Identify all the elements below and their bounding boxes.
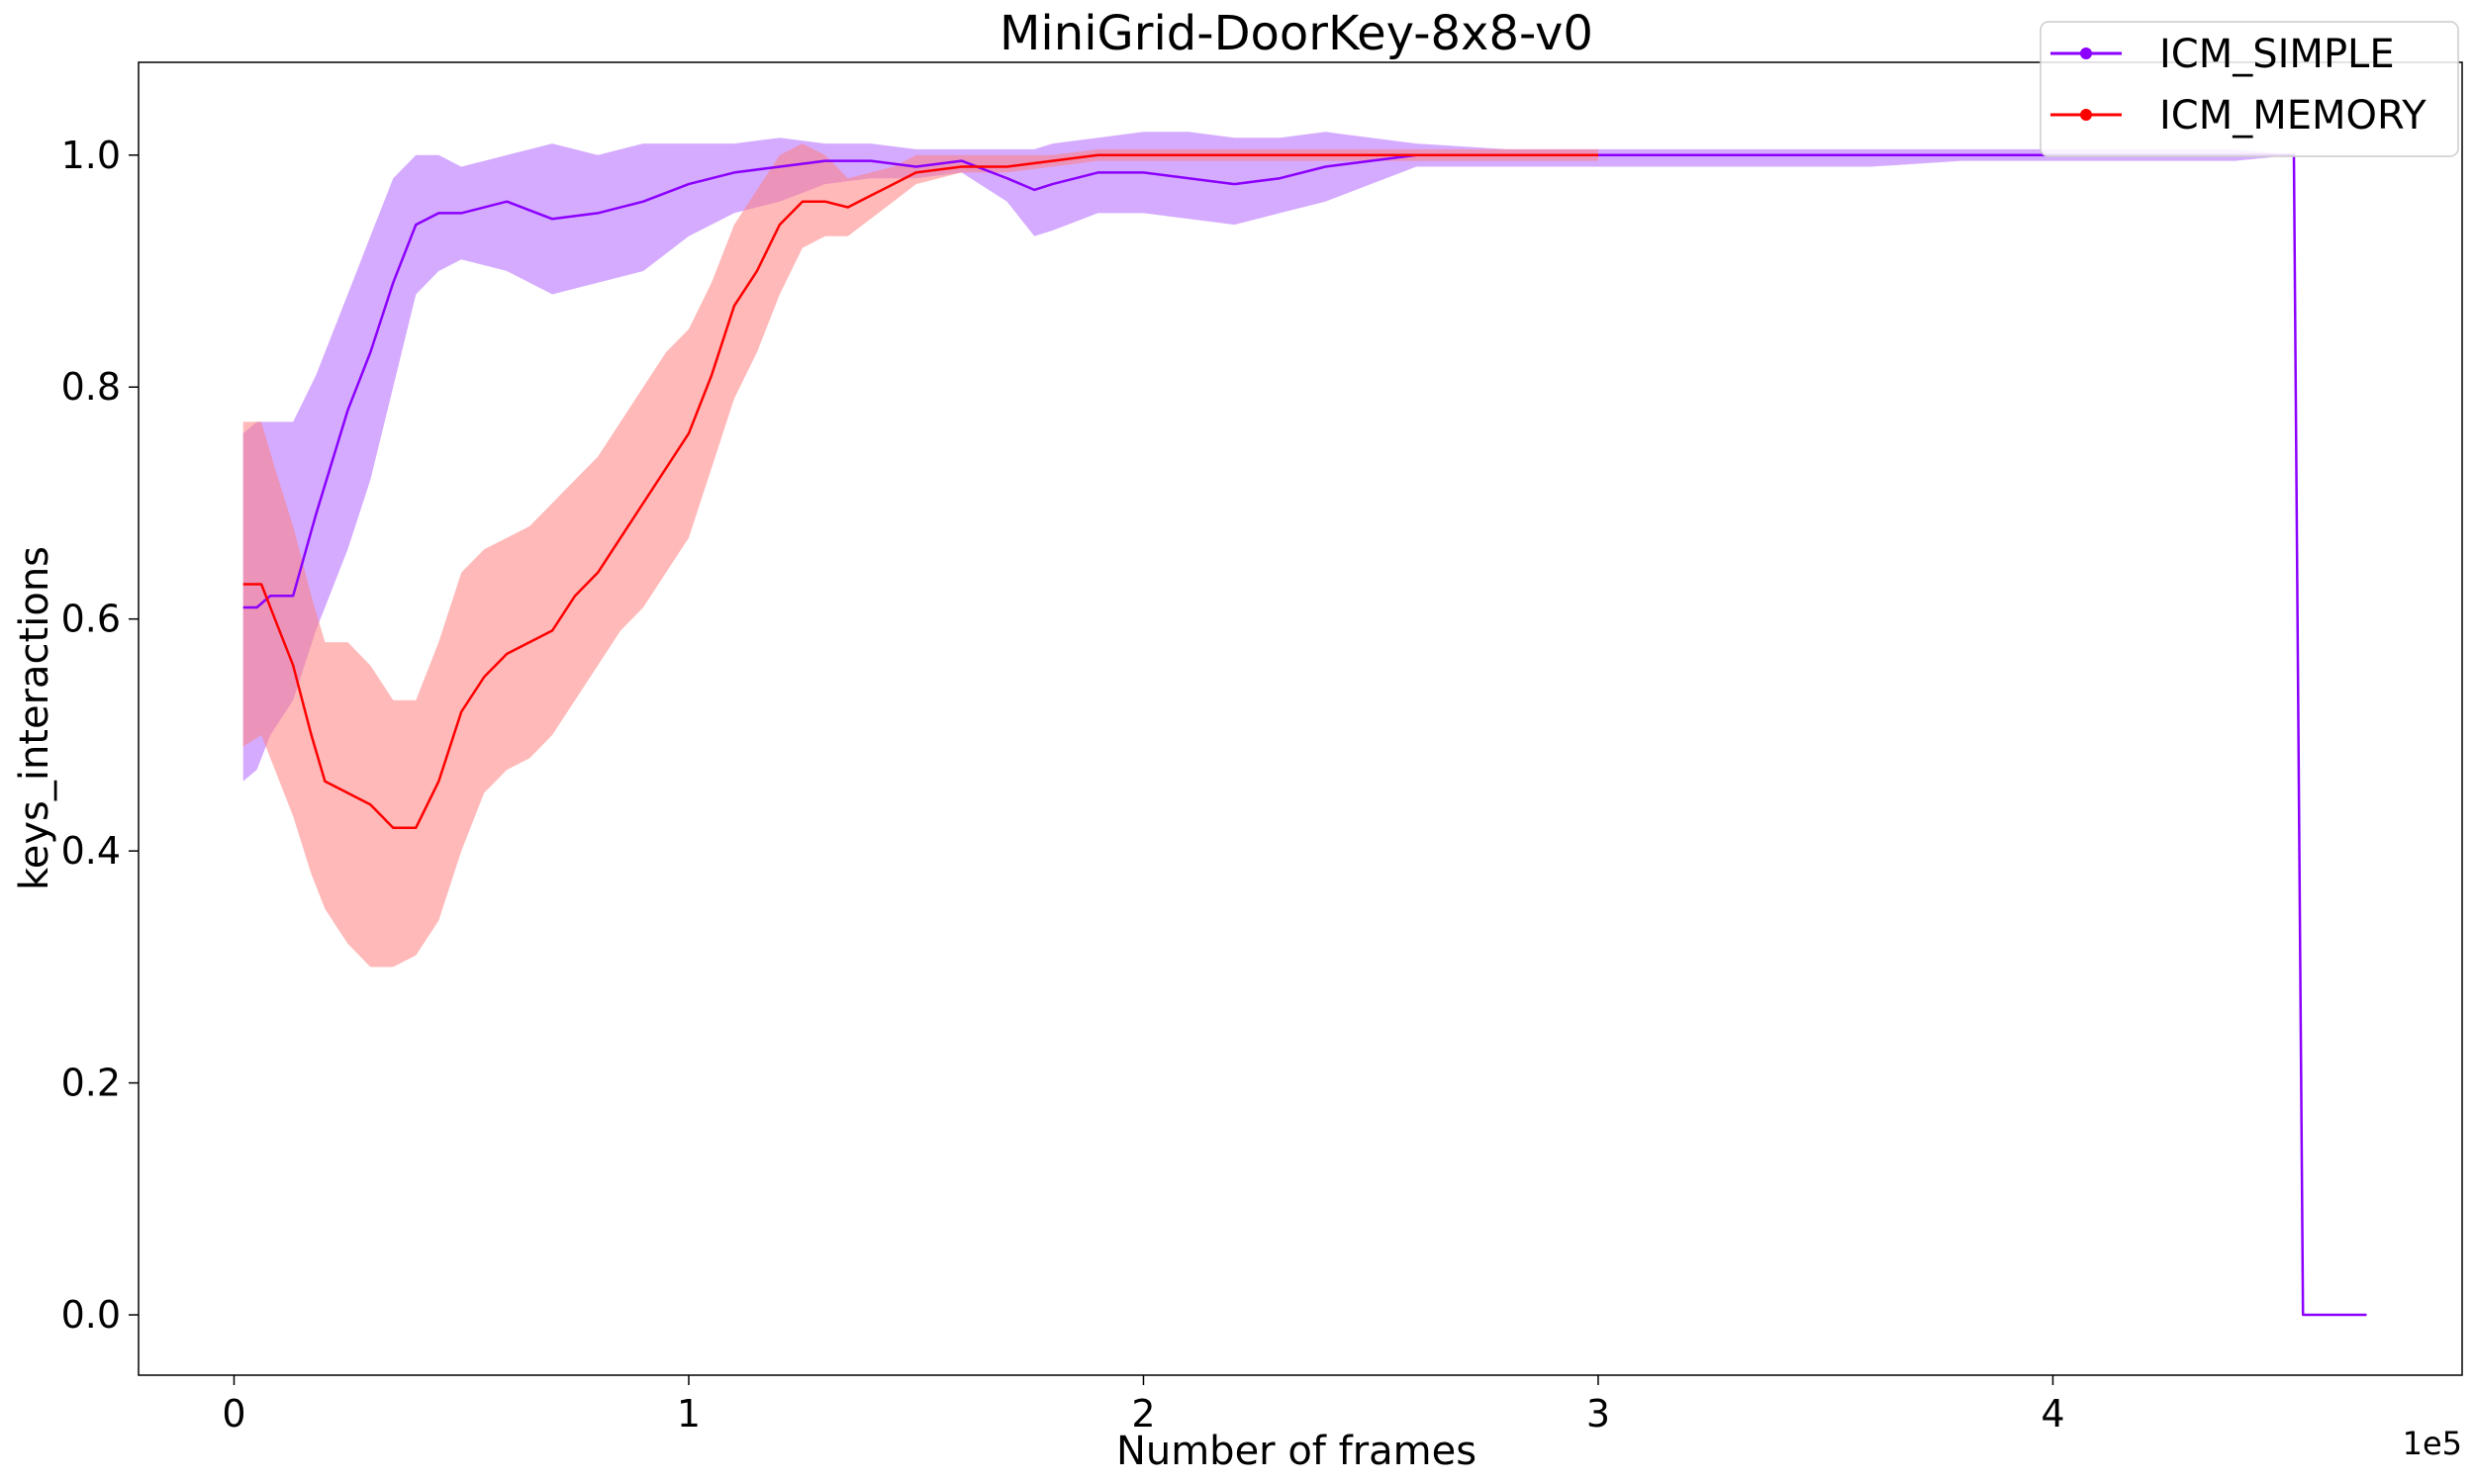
y-tick-label: 0.2 <box>61 1062 121 1105</box>
legend-swatch-marker <box>2080 109 2092 121</box>
x-axis: 0 1 2 3 4 <box>222 1375 2065 1436</box>
legend-label: ICM_SIMPLE <box>2159 32 2395 77</box>
legend: ICM_SIMPLE ICM_MEMORY <box>2040 21 2459 157</box>
y-tick-label: 0.0 <box>61 1293 121 1337</box>
y-tick-label: 1.0 <box>61 134 121 177</box>
x-tick-label: 1 <box>677 1392 701 1436</box>
x-tick-label: 0 <box>222 1392 245 1436</box>
legend-label: ICM_MEMORY <box>2159 93 2426 139</box>
line-series-1 <box>242 153 2367 1317</box>
band-series-1 <box>242 132 2367 1315</box>
band-series-2 <box>242 143 1599 968</box>
plot-frame <box>138 61 2463 1376</box>
y-axis-label: keys_interactions <box>12 546 57 890</box>
y-tick-label: 0.6 <box>61 598 121 641</box>
chart-title: MiniGrid-DoorKey-8x8-v0 <box>999 6 1593 61</box>
confidence-bands <box>242 132 2367 1315</box>
x-tick-label: 2 <box>1131 1392 1155 1436</box>
x-axis-offset-label: 1e5 <box>2403 1425 2462 1462</box>
x-axis-label: Number of frames <box>1116 1429 1476 1474</box>
line-series-2 <box>242 153 1598 829</box>
legend-box <box>2040 21 2459 157</box>
legend-swatch-marker <box>2080 47 2092 59</box>
y-axis: 0.0 0.2 0.4 0.6 0.8 1.0 <box>61 134 139 1337</box>
y-tick-label: 0.8 <box>61 365 121 409</box>
series-lines <box>242 153 2367 1317</box>
x-tick-label: 3 <box>1586 1392 1610 1436</box>
x-tick-label: 4 <box>2041 1392 2064 1436</box>
y-tick-label: 0.4 <box>61 829 121 873</box>
